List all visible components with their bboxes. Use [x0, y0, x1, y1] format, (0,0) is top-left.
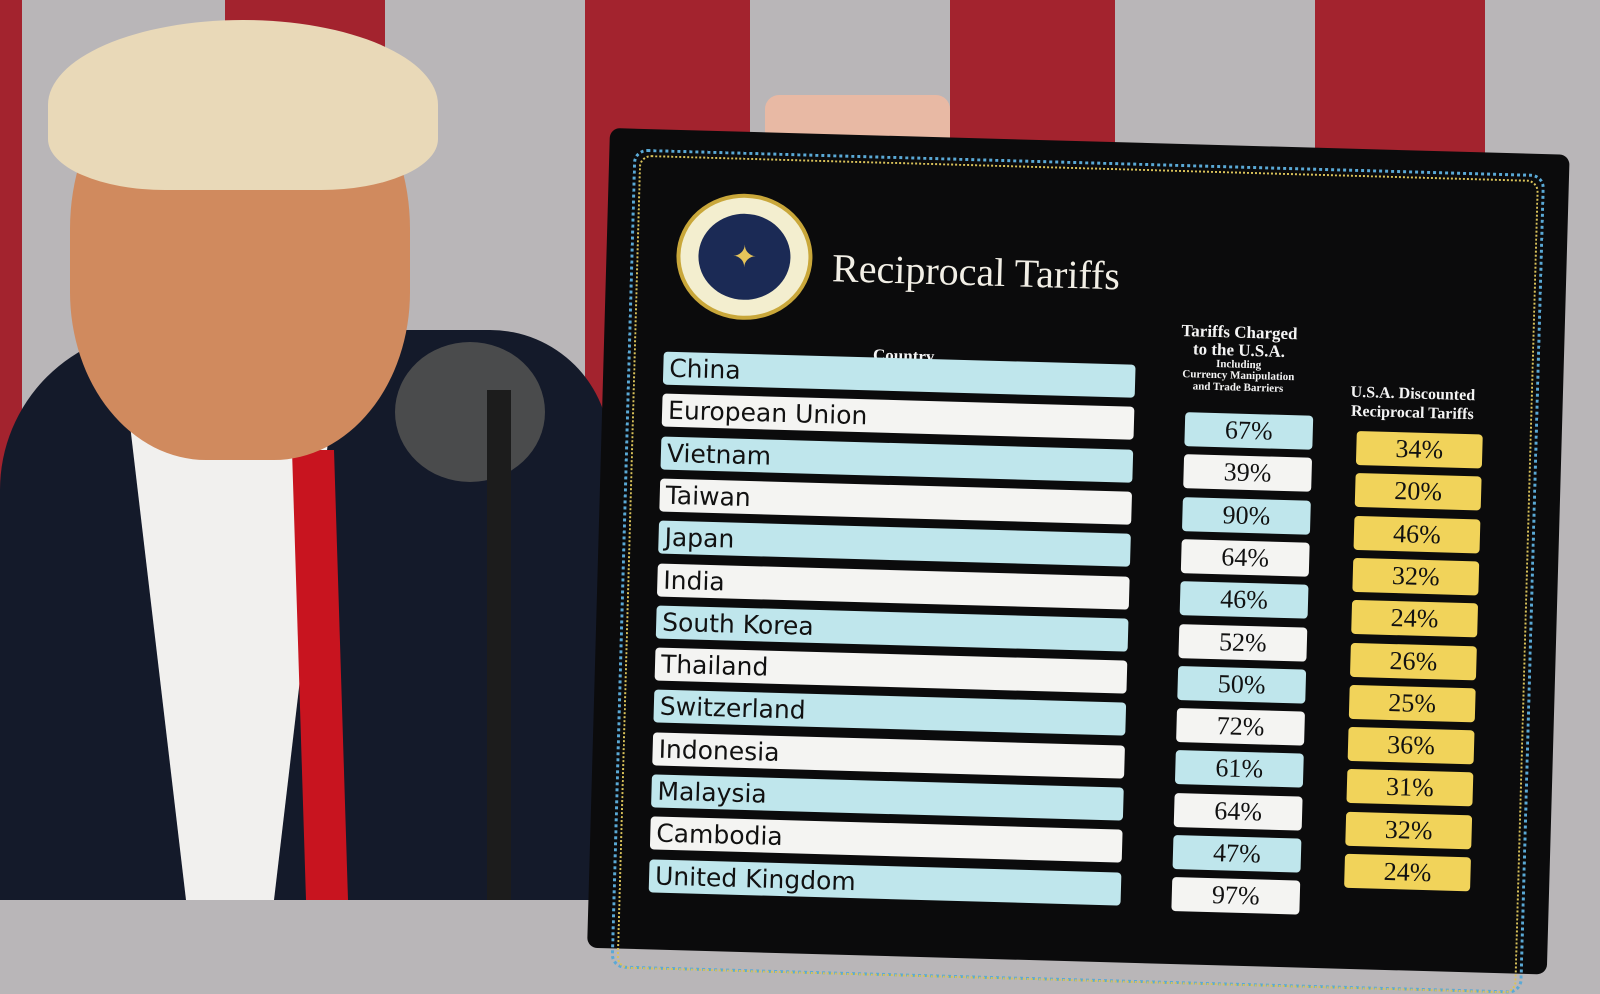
board-title: Reciprocal Tariffs: [831, 245, 1121, 299]
charged-cell: 39%: [1183, 454, 1313, 493]
charged-cell: 47%: [1172, 835, 1302, 873]
discounted-cell: 36%: [1347, 726, 1475, 765]
charged-cell: 52%: [1178, 623, 1308, 662]
discounted-cell: 46%: [1353, 515, 1481, 554]
eagle-icon: ✦: [697, 212, 792, 302]
discounted-cell: 34%: [1355, 430, 1483, 469]
tariff-board: ✦ Reciprocal Tariffs Country Tariffs Cha…: [587, 128, 1570, 994]
discounted-cell: 32%: [1352, 557, 1480, 596]
discounted-cell: 31%: [1346, 769, 1474, 807]
charged-cell: 90%: [1181, 496, 1311, 535]
discounted-header: U.S.A. Discounted Reciprocal Tariffs: [1350, 383, 1476, 424]
charged-cell: 67%: [1184, 412, 1314, 450]
charged-cell: 97%: [1171, 877, 1301, 915]
discounted-cell: 24%: [1344, 853, 1471, 892]
discounted-cell: 26%: [1349, 642, 1477, 680]
discounted-cell: 24%: [1351, 600, 1479, 638]
discounted-cell: 25%: [1348, 684, 1476, 723]
charged-cell: 50%: [1177, 665, 1307, 704]
charged-cell: 64%: [1180, 539, 1310, 577]
discounted-cell: 20%: [1354, 473, 1482, 511]
charged-cell: 72%: [1176, 708, 1305, 746]
charged-cell: 61%: [1174, 750, 1304, 788]
charged-cell: 46%: [1179, 581, 1309, 619]
discounted-cell: 32%: [1345, 811, 1473, 850]
charged-header: Tariffs Charged to the U.S.A. Including …: [1181, 321, 1298, 395]
charged-cell: 64%: [1173, 792, 1303, 831]
